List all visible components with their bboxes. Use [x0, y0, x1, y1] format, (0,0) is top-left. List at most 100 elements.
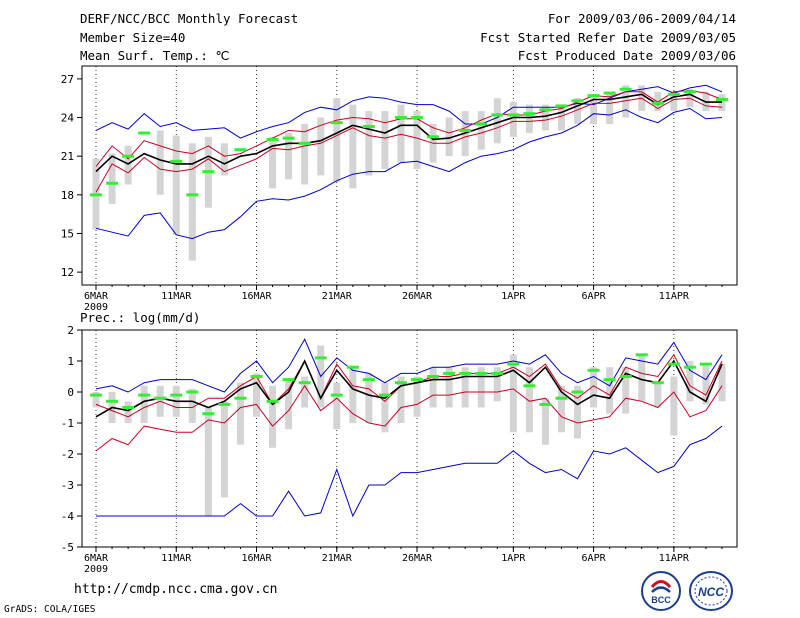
temperature-ytick-label: 15	[61, 227, 74, 240]
precipitation-observed-mark	[699, 362, 712, 366]
temperature-spread-box	[557, 104, 565, 131]
temperature-spread-box	[654, 91, 662, 112]
precipitation-observed-mark	[555, 396, 568, 400]
chart-title: DERF/NCC/BCC Monthly Forecast	[80, 11, 299, 26]
temperature-spread-box	[285, 132, 293, 180]
precipitation-observed-mark	[571, 390, 584, 394]
precipitation-ytick-label: 1	[67, 355, 74, 368]
precipitation-series-spread_lower	[95, 384, 723, 452]
precipitation-observed-mark	[266, 399, 279, 403]
precipitation-spread-box	[718, 364, 726, 402]
temperature-ytick-label: 24	[61, 112, 75, 125]
temperature-series-mean	[95, 93, 722, 173]
temperature-observed-mark	[716, 97, 728, 101]
temperature-spread-box	[590, 98, 598, 124]
temperature-series-min	[95, 107, 723, 240]
precipitation-observed-mark	[186, 390, 199, 394]
temperature-observed-mark	[683, 90, 696, 94]
precipitation-spread-box	[670, 376, 678, 436]
temperature-ytick-label: 27	[61, 73, 74, 86]
temperature-spread-box	[413, 111, 421, 170]
temperature-observed-mark	[667, 92, 680, 96]
temperature-spread-box	[541, 104, 549, 131]
temperature-observed-mark	[266, 137, 279, 141]
precipitation-spread-box	[606, 367, 614, 414]
temperature-spread-box	[606, 91, 614, 124]
precipitation-xtick-label: 1APR	[501, 553, 526, 564]
precipitation-observed-mark	[330, 393, 343, 397]
precipitation-spread-box	[429, 367, 437, 408]
temperature-observed-mark	[539, 108, 552, 112]
temperature-frame	[81, 65, 738, 286]
precipitation-spread-box	[253, 373, 261, 417]
precipitation-ytick-label: -2	[61, 448, 74, 461]
temperature-observed-mark	[619, 87, 632, 91]
source-url[interactable]: http://cmdp.ncc.cma.gov.cn	[74, 582, 278, 597]
temperature-observed-mark	[411, 116, 424, 120]
precipitation-spread-box	[702, 364, 710, 405]
temperature-observed-mark	[603, 91, 616, 95]
temperature-spread-box	[397, 104, 405, 163]
member-size-label: Member Size=40	[80, 30, 186, 45]
precipitation-ytick-label: -5	[61, 541, 74, 554]
precipitation-observed-mark	[635, 353, 648, 357]
temperature-observed-mark	[298, 141, 311, 145]
temperature-spread-box	[509, 102, 517, 137]
precipitation-spread-box	[285, 379, 293, 430]
bcc-logo: BCC	[641, 571, 681, 611]
precipitation-observed-mark	[539, 402, 552, 406]
temperature-spread-box	[172, 135, 180, 235]
ncc-logo: NCC	[689, 571, 733, 611]
precipitation-spread-box	[333, 382, 341, 430]
temperature-ytick-label: 21	[61, 150, 74, 163]
precipitation-observed-mark	[459, 371, 472, 375]
temperature-spread-box	[365, 111, 373, 176]
precipitation-observed-mark	[491, 371, 504, 375]
temperature-observed-mark	[491, 113, 504, 117]
temperature-observed-mark	[90, 193, 102, 197]
precipitation-observed-mark	[122, 406, 135, 409]
temperature-xtick-label: 26MAR	[402, 291, 433, 302]
precipitation-spread-box	[204, 407, 212, 516]
precipitation-spread-box	[493, 367, 501, 402]
precipitation-spread-box	[590, 367, 598, 408]
temperature-spread-box	[493, 98, 501, 144]
temperature-spread-box	[301, 123, 309, 185]
precipitation-observed-mark	[619, 375, 632, 378]
precipitation-frame	[81, 329, 738, 548]
variable-label: Mean Surf. Temp.: ℃	[80, 48, 230, 63]
temperature-observed-mark	[651, 101, 664, 105]
precipitation-spread-box	[301, 376, 309, 408]
precipitation-spread-box	[654, 382, 662, 408]
temperature-ytick-label: 12	[61, 266, 74, 279]
precipitation-spread-box	[525, 367, 533, 433]
precipitation-xtick-label: 26MAR	[402, 553, 433, 564]
precipitation-spread-box	[349, 367, 357, 423]
precipitation-spread-box	[413, 376, 421, 417]
temperature-observed-mark	[394, 116, 407, 120]
temperature-spread-box	[477, 111, 485, 150]
precip-title: Prec.: log(mm/d)	[80, 310, 200, 325]
precipitation-observed-mark	[154, 396, 167, 400]
precipitation-year-label: 2009	[84, 564, 108, 575]
precipitation-xtick-label: 11APR	[659, 553, 690, 564]
temperature-spread-box	[574, 98, 582, 124]
precipitation-observed-mark	[90, 393, 102, 397]
forecast-range-label: For 2009/03/06-2009/04/14	[547, 11, 736, 26]
precipitation-series-min	[96, 425, 723, 518]
precipitation-spread-box	[461, 367, 469, 408]
temperature-observed-mark	[122, 154, 135, 158]
temperature-observed-mark	[523, 112, 536, 116]
precipitation-xtick-label: 6MAR	[84, 553, 109, 564]
precipitation-observed-mark	[202, 412, 215, 416]
precipitation-observed-mark	[170, 393, 183, 397]
precipitation-spread-box	[269, 385, 277, 448]
bcc-logo-text: BCC	[651, 595, 671, 605]
precipitation-series-mean	[95, 359, 723, 418]
temperature-xtick-label: 21MAR	[322, 291, 353, 302]
temperature-observed-mark	[587, 94, 600, 98]
precipitation-observed-mark	[234, 396, 247, 400]
temperature-spread-box	[220, 143, 228, 176]
precipitation-observed-mark	[314, 356, 327, 360]
temperature-observed-mark	[138, 131, 151, 135]
